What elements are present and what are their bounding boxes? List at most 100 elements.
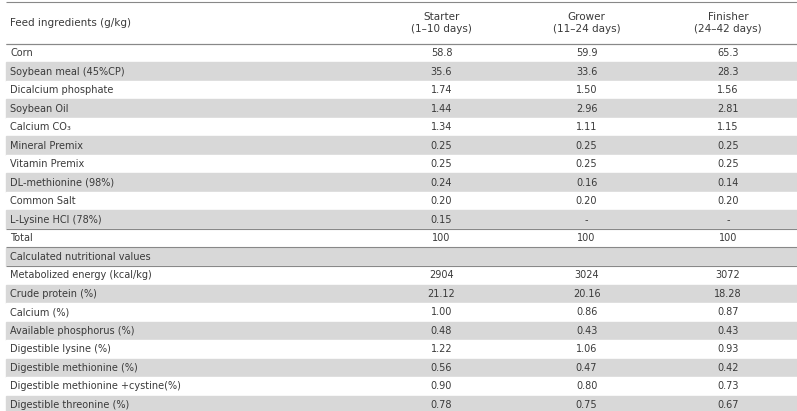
- Text: 20.16: 20.16: [573, 289, 600, 299]
- Text: 0.43: 0.43: [576, 326, 597, 336]
- Text: Mineral Premix: Mineral Premix: [10, 141, 84, 151]
- Bar: [6, 210, 797, 229]
- Text: 0.15: 0.15: [431, 215, 452, 225]
- Text: 0.14: 0.14: [717, 178, 739, 188]
- Text: Digestible threonine (%): Digestible threonine (%): [10, 400, 130, 410]
- Text: 0.20: 0.20: [576, 196, 597, 206]
- Text: 100: 100: [719, 233, 737, 243]
- Bar: [6, 136, 797, 155]
- Text: Corn: Corn: [10, 48, 33, 58]
- Text: -: -: [585, 215, 588, 225]
- Text: 0.42: 0.42: [717, 363, 739, 373]
- Text: 0.86: 0.86: [576, 307, 597, 317]
- Text: 1.11: 1.11: [576, 122, 597, 132]
- Text: 0.25: 0.25: [430, 159, 453, 169]
- Text: 1.44: 1.44: [431, 104, 452, 114]
- Text: 1.50: 1.50: [576, 85, 597, 95]
- Bar: [6, 303, 797, 321]
- Text: Metabolized energy (kcal/kg): Metabolized energy (kcal/kg): [10, 270, 152, 280]
- Bar: [6, 340, 797, 358]
- Text: Crude protein (%): Crude protein (%): [10, 289, 97, 299]
- Bar: [6, 118, 797, 136]
- Text: Available phosphorus (%): Available phosphorus (%): [10, 326, 135, 336]
- Text: Total: Total: [10, 233, 33, 243]
- Text: Calcium CO₃: Calcium CO₃: [10, 122, 71, 132]
- Text: 3024: 3024: [575, 270, 599, 280]
- Text: 0.47: 0.47: [576, 363, 597, 373]
- Text: Grower
(11–24 days): Grower (11–24 days): [553, 12, 620, 34]
- Text: 0.25: 0.25: [430, 141, 453, 151]
- Text: 0.73: 0.73: [717, 381, 739, 391]
- Text: DL-methionine (98%): DL-methionine (98%): [10, 178, 115, 188]
- Bar: [6, 395, 797, 411]
- Text: 0.93: 0.93: [717, 344, 739, 354]
- Text: 0.24: 0.24: [431, 178, 452, 188]
- Text: 0.25: 0.25: [575, 141, 598, 151]
- Text: 0.43: 0.43: [717, 326, 739, 336]
- Text: 0.25: 0.25: [717, 141, 739, 151]
- Text: 1.06: 1.06: [576, 344, 597, 354]
- Text: Soybean meal (45%CP): Soybean meal (45%CP): [10, 67, 125, 77]
- Text: 1.56: 1.56: [717, 85, 739, 95]
- Text: 0.16: 0.16: [576, 178, 597, 188]
- Text: 2904: 2904: [430, 270, 453, 280]
- Bar: [6, 99, 797, 118]
- Text: 65.3: 65.3: [717, 48, 739, 58]
- Text: Dicalcium phosphate: Dicalcium phosphate: [10, 85, 114, 95]
- Bar: [6, 266, 797, 284]
- Text: 18.28: 18.28: [714, 289, 742, 299]
- Text: Soybean Oil: Soybean Oil: [10, 104, 69, 114]
- Text: 100: 100: [432, 233, 451, 243]
- Text: Digestible lysine (%): Digestible lysine (%): [10, 344, 112, 354]
- Bar: [6, 377, 797, 395]
- Bar: [6, 229, 797, 247]
- Text: 21.12: 21.12: [428, 289, 455, 299]
- Text: 100: 100: [577, 233, 596, 243]
- Text: 0.78: 0.78: [431, 400, 452, 410]
- Text: 0.87: 0.87: [717, 307, 739, 317]
- Bar: [6, 321, 797, 340]
- Text: L-Lysine HCl (78%): L-Lysine HCl (78%): [10, 215, 102, 225]
- Text: 58.8: 58.8: [431, 48, 452, 58]
- Text: 0.90: 0.90: [431, 381, 452, 391]
- Text: 1.34: 1.34: [431, 122, 452, 132]
- Text: 0.75: 0.75: [575, 400, 598, 410]
- Bar: [6, 192, 797, 210]
- Bar: [6, 62, 797, 81]
- Bar: [6, 247, 797, 266]
- Text: 1.22: 1.22: [430, 344, 453, 354]
- Text: 2.81: 2.81: [717, 104, 739, 114]
- Text: 0.48: 0.48: [431, 326, 452, 336]
- Text: Common Salt: Common Salt: [10, 196, 76, 206]
- Text: 1.00: 1.00: [431, 307, 452, 317]
- Text: Starter
(1–10 days): Starter (1–10 days): [411, 12, 472, 34]
- Text: 59.9: 59.9: [576, 48, 597, 58]
- Bar: [6, 284, 797, 303]
- Text: Calculated nutritional values: Calculated nutritional values: [10, 252, 151, 262]
- Text: 28.3: 28.3: [717, 67, 739, 77]
- Text: 1.74: 1.74: [431, 85, 452, 95]
- Text: 0.67: 0.67: [717, 400, 739, 410]
- Bar: [6, 81, 797, 99]
- Text: 0.56: 0.56: [431, 363, 452, 373]
- Bar: [6, 358, 797, 377]
- Text: 1.15: 1.15: [717, 122, 739, 132]
- Text: Vitamin Premix: Vitamin Premix: [10, 159, 84, 169]
- Bar: [6, 155, 797, 173]
- Text: -: -: [726, 215, 730, 225]
- Text: 0.20: 0.20: [431, 196, 452, 206]
- Text: 2.96: 2.96: [576, 104, 597, 114]
- Bar: [6, 2, 797, 44]
- Text: 3072: 3072: [716, 270, 740, 280]
- Text: Feed ingredients (g/kg): Feed ingredients (g/kg): [10, 18, 132, 28]
- Text: Finisher
(24–42 days): Finisher (24–42 days): [694, 12, 762, 34]
- Text: 35.6: 35.6: [431, 67, 452, 77]
- Text: 0.25: 0.25: [717, 159, 739, 169]
- Text: 0.80: 0.80: [576, 381, 597, 391]
- Bar: [6, 44, 797, 62]
- Text: Digestible methionine (%): Digestible methionine (%): [10, 363, 138, 373]
- Text: Digestible methionine +cystine(%): Digestible methionine +cystine(%): [10, 381, 181, 391]
- Text: 0.20: 0.20: [717, 196, 739, 206]
- Text: Calcium (%): Calcium (%): [10, 307, 69, 317]
- Text: 33.6: 33.6: [576, 67, 597, 77]
